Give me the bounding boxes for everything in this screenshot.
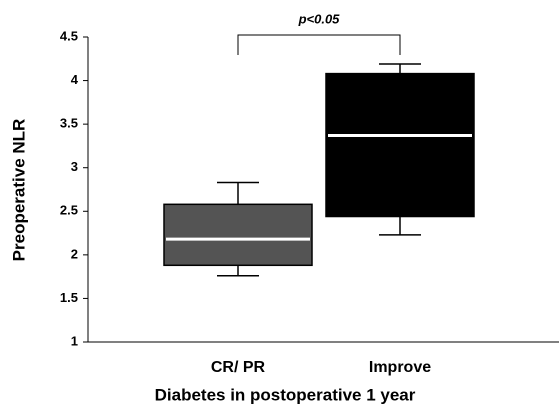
y-tick-label: 4 — [71, 72, 79, 87]
box — [325, 72, 475, 218]
y-tick-label: 3.5 — [60, 116, 78, 131]
y-tick-label: 1.5 — [60, 290, 78, 305]
x-axis-title: Diabetes in postoperative 1 year — [155, 385, 416, 404]
x-tick-label: Improve — [369, 359, 431, 376]
significance-bracket — [237, 34, 401, 55]
y-tick-label: 3 — [71, 159, 78, 174]
y-axis-title: Preoperative NLR — [9, 119, 28, 262]
y-tick-label: 4.5 — [60, 28, 78, 43]
y-tick-label: 1 — [71, 333, 78, 348]
x-tick-label: CR/ PR — [211, 359, 266, 376]
y-tick-label: 2.5 — [60, 203, 78, 218]
box — [163, 203, 313, 267]
y-tick-label: 2 — [71, 246, 78, 261]
significance-label: p<0.05 — [298, 11, 341, 26]
